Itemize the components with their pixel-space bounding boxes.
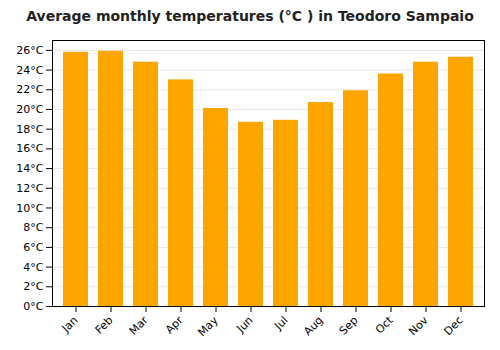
html-text:Average monthly temperatures (: Average monthly temperatures (°C ) in Te…	[26, 8, 474, 24]
svg-text:0°C: 0°C	[23, 300, 43, 313]
svg-text:8°C: 8°C	[23, 221, 43, 234]
svg-text:10°C: 10°C	[16, 202, 43, 215]
svg-text:26°C: 26°C	[16, 44, 43, 57]
svg-text:18°C: 18°C	[16, 123, 43, 136]
svg-text:4°C: 4°C	[23, 261, 43, 274]
svg-text:May: May	[195, 313, 221, 339]
svg-text:Jul: Jul	[271, 314, 290, 333]
svg-text:Nov: Nov	[406, 313, 431, 338]
svg-text:Feb: Feb	[93, 314, 116, 337]
svg-text:Sep: Sep	[337, 314, 361, 338]
svg-text:22°C: 22°C	[16, 83, 43, 96]
svg-text:16°C: 16°C	[16, 142, 43, 155]
svg-text:6°C: 6°C	[23, 241, 43, 254]
svg-text:Apr: Apr	[163, 313, 186, 336]
svg-text:Aug: Aug	[301, 314, 325, 338]
svg-text:Dec: Dec	[441, 314, 465, 338]
svg-text:Oct: Oct	[373, 313, 396, 336]
svg-text:Mar: Mar	[127, 313, 151, 337]
svg-text:20°C: 20°C	[16, 103, 43, 116]
svg-text:14°C: 14°C	[16, 162, 43, 175]
svg-text:2°C: 2°C	[23, 280, 43, 293]
svg-text:Jan: Jan	[59, 314, 81, 336]
svg-text:Jun: Jun	[234, 314, 256, 336]
svg-text:24°C: 24°C	[16, 64, 43, 77]
svg-text:12°C: 12°C	[16, 182, 43, 195]
